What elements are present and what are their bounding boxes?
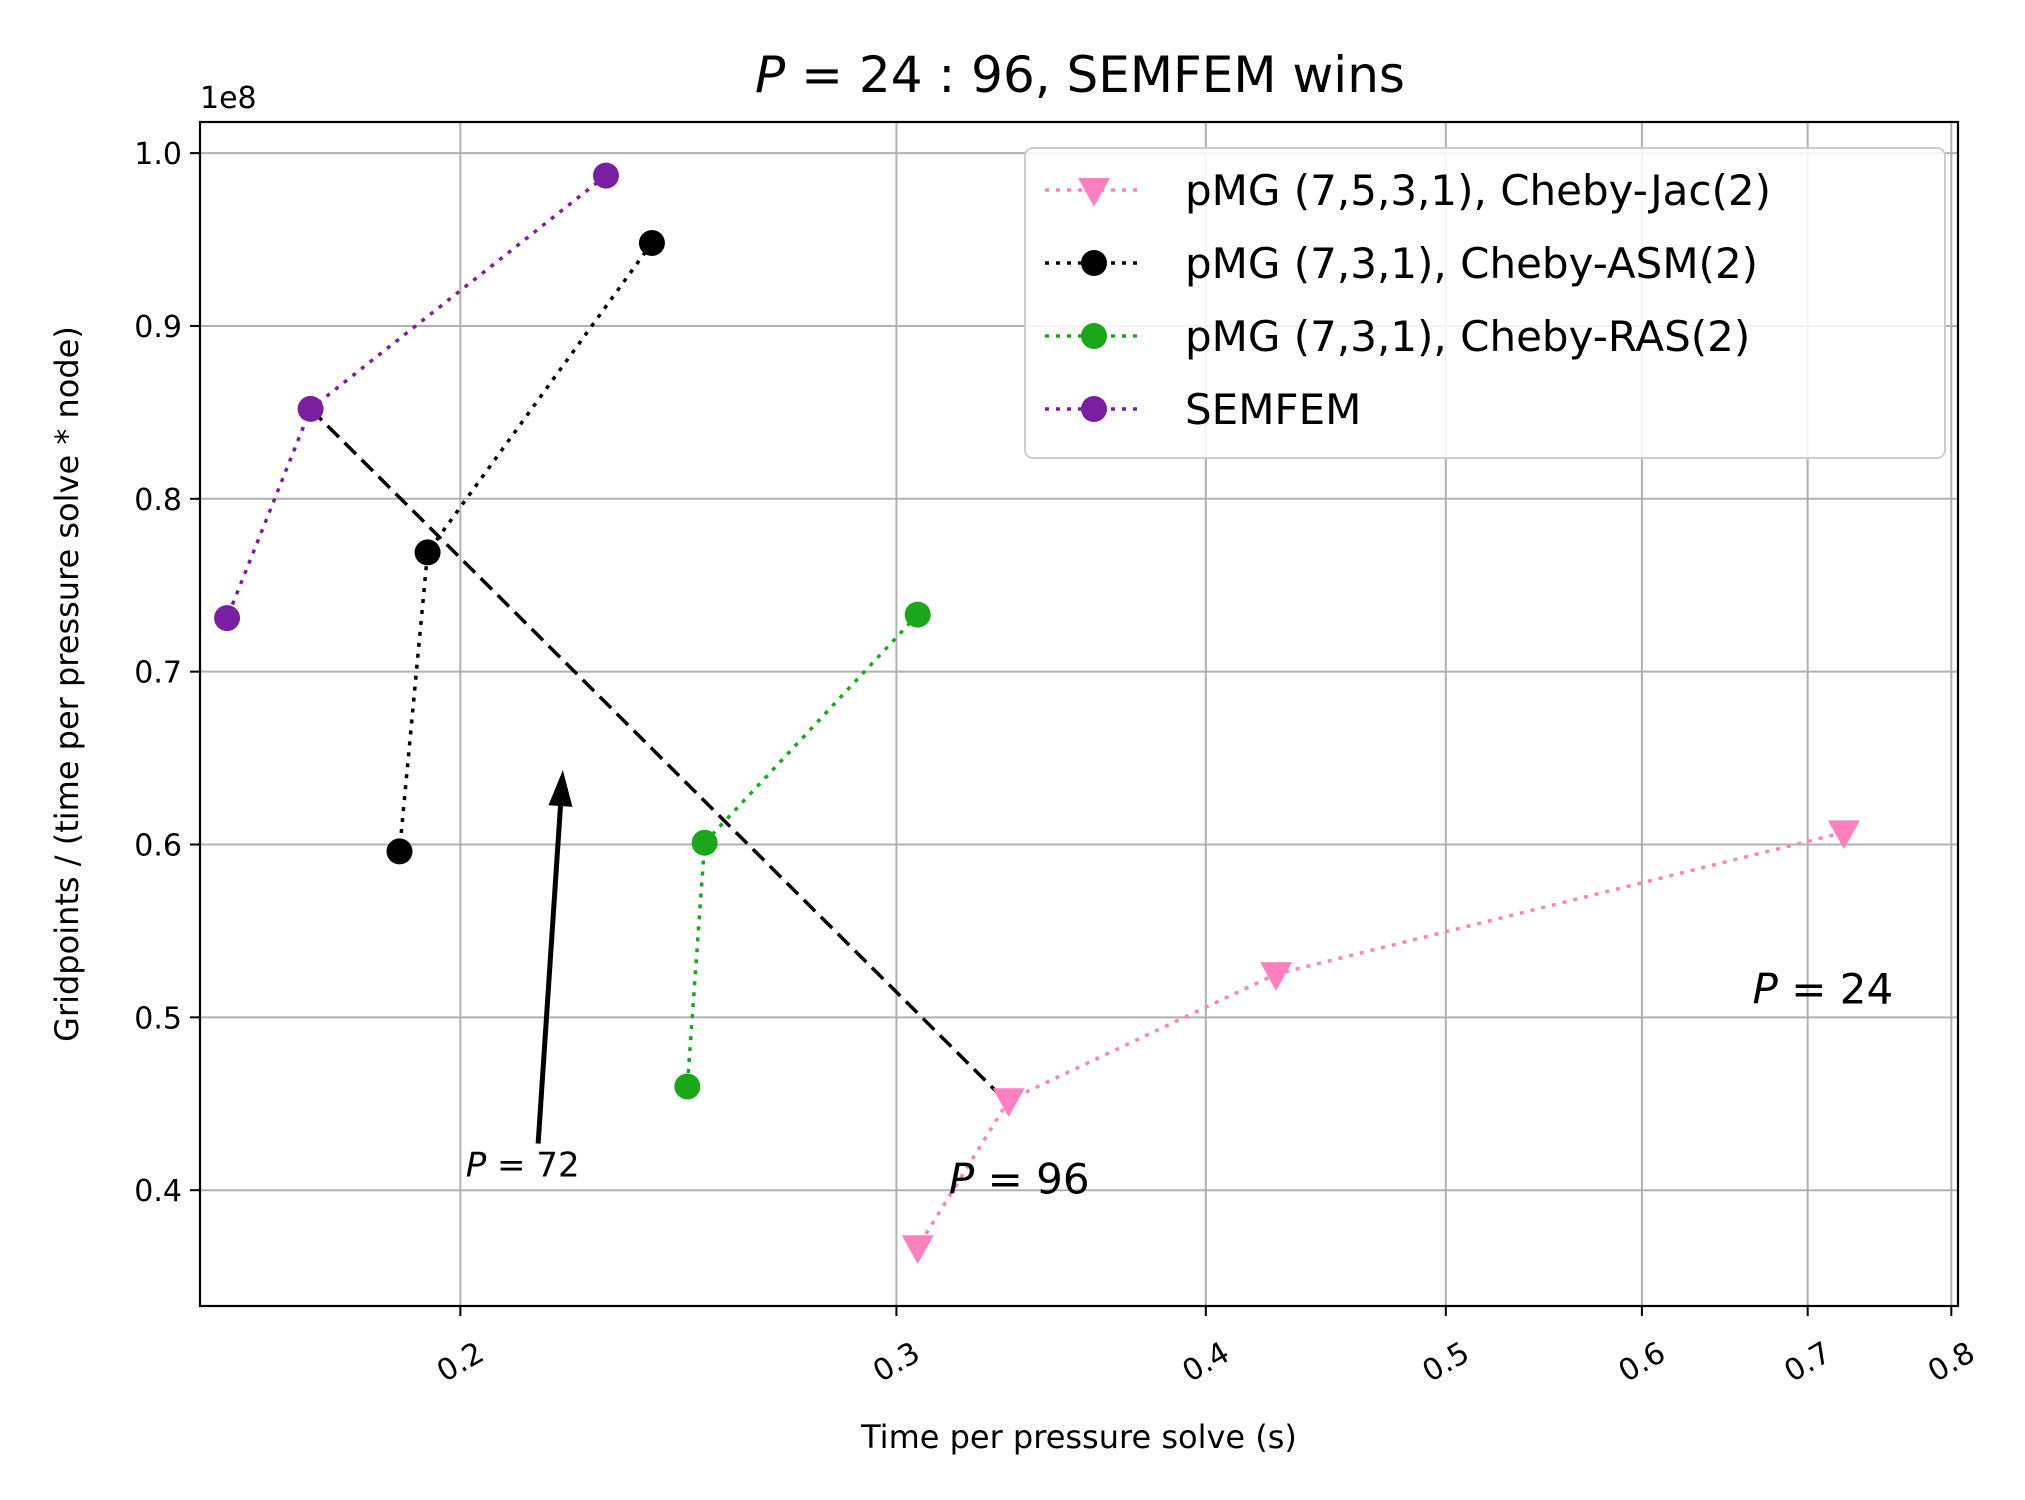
y-tick-label: 1.0 xyxy=(134,137,182,172)
legend-marker xyxy=(1081,323,1107,349)
annotation-rest: = 24 xyxy=(1778,965,1893,1014)
y-tick-label: 0.7 xyxy=(134,656,182,691)
annotation-label: P = 24 xyxy=(1753,965,1894,1014)
data-point xyxy=(674,1073,701,1100)
annotation-rest: = 72 xyxy=(486,1145,579,1185)
y-tick-label: 0.6 xyxy=(134,828,182,863)
data-point xyxy=(638,229,665,256)
data-point xyxy=(414,539,441,566)
data-point xyxy=(691,829,718,856)
legend-label: SEMFEM xyxy=(1185,385,1361,434)
annotation-label: P = 72 xyxy=(466,1145,580,1185)
chart-title: P = 24 : 96, SEMFEM wins xyxy=(755,46,1405,104)
annotation-label: P = 96 xyxy=(949,1155,1090,1204)
y-tick-label: 0.4 xyxy=(134,1174,182,1209)
data-point xyxy=(214,605,241,632)
y-tick-label: 0.5 xyxy=(134,1001,182,1036)
annotation-layer: P = 24P = 96P = 72 xyxy=(466,770,1894,1204)
x-axis-label: Time per pressure solve (s) xyxy=(860,1418,1297,1456)
data-point xyxy=(297,395,324,422)
series-line xyxy=(685,613,919,1087)
data-point xyxy=(592,162,619,189)
legend-label: pMG (7,5,3,1), Cheby-Jac(2) xyxy=(1185,166,1771,215)
arrow-head xyxy=(548,770,573,807)
series-2 xyxy=(674,601,931,1100)
annotation-italic: P xyxy=(1753,965,1779,1014)
legend-marker xyxy=(1078,178,1110,207)
series-layer xyxy=(214,162,1860,1265)
data-point xyxy=(904,601,931,628)
legend-box xyxy=(1024,147,1946,459)
annotation-rest: = 96 xyxy=(974,1155,1089,1204)
title-italic-part: P xyxy=(755,46,786,104)
legend-marker xyxy=(1081,250,1107,276)
data-point xyxy=(386,838,413,865)
annotation-italic: P xyxy=(466,1145,487,1185)
y-tick-label: 0.8 xyxy=(134,483,182,518)
arrow-shaft xyxy=(535,805,563,1144)
legend-label: pMG (7,3,1), Cheby-RAS(2) xyxy=(1185,312,1750,361)
legend-entry: pMG (7,3,1), Cheby-RAS(2) xyxy=(1045,312,1750,361)
title-rest: = 24 : 96, SEMFEM wins xyxy=(785,46,1405,104)
y-tick-label: 0.9 xyxy=(134,310,182,345)
y-offset-label: 1e8 xyxy=(200,81,257,116)
legend-label: pMG (7,3,1), Cheby-ASM(2) xyxy=(1185,239,1758,288)
data-point xyxy=(1260,962,1293,991)
series-1 xyxy=(386,229,665,865)
data-point xyxy=(901,1235,934,1265)
dashed-trend-line xyxy=(309,407,1010,1106)
legend-marker xyxy=(1081,396,1107,422)
annotation-italic: P xyxy=(949,1155,975,1204)
data-point xyxy=(992,1088,1025,1118)
data-point xyxy=(1827,820,1860,850)
y-axis-label: Gridpoints / (time per pressure solve * … xyxy=(48,326,86,1042)
legend-entry: pMG (7,5,3,1), Cheby-Jac(2) xyxy=(1045,166,1771,215)
legend-entry: SEMFEM xyxy=(1045,385,1361,434)
series-0 xyxy=(901,820,1860,1265)
plot-frame xyxy=(198,120,1960,1308)
legend-entry: pMG (7,3,1), Cheby-ASM(2) xyxy=(1045,239,1758,288)
legend: pMG (7,5,3,1), Cheby-Jac(2) pMG (7,3,1), … xyxy=(1024,147,1946,459)
series-3 xyxy=(214,162,619,632)
